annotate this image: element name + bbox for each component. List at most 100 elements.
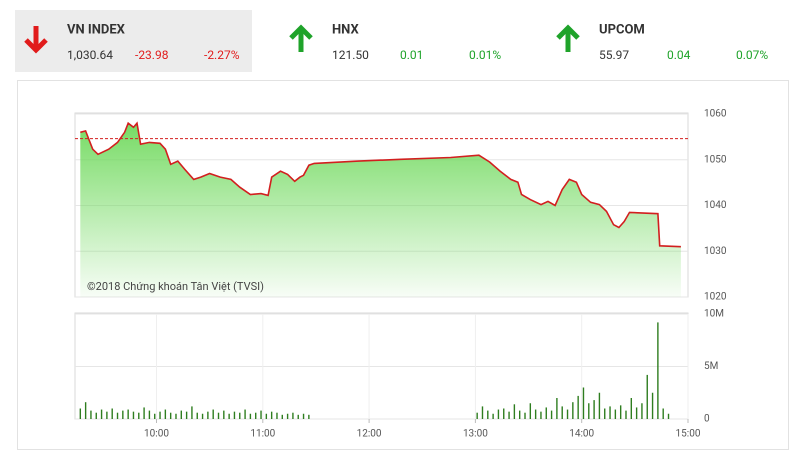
volume-bar bbox=[260, 410, 262, 419]
volume-bar bbox=[651, 392, 654, 419]
volume-bar bbox=[116, 412, 119, 419]
ticker-change: 0.04 bbox=[667, 48, 691, 62]
direction-arrow bbox=[289, 24, 313, 52]
volume-bar bbox=[217, 412, 220, 419]
volume-bar bbox=[635, 407, 638, 419]
x-tick-label: 14:00 bbox=[569, 429, 594, 440]
y-tick-label: 5M bbox=[704, 361, 718, 372]
volume-bar bbox=[255, 412, 257, 419]
x-tick-label: 15:00 bbox=[676, 429, 701, 440]
ticker-change-pct: -2.27% bbox=[204, 48, 240, 62]
volume-bar bbox=[513, 404, 516, 419]
volume-bar bbox=[588, 403, 590, 419]
volume-bar bbox=[111, 408, 113, 419]
volume-bar bbox=[84, 402, 87, 419]
volume-bar bbox=[534, 409, 537, 419]
x-tick-label: 13:00 bbox=[463, 429, 488, 440]
volume-bar bbox=[159, 411, 161, 419]
volume-bar bbox=[604, 408, 606, 419]
volume-bar bbox=[132, 411, 135, 419]
volume-bar bbox=[630, 398, 633, 419]
volume-bar bbox=[667, 413, 670, 419]
volume-bar bbox=[476, 412, 478, 419]
y-tick-label: 1050 bbox=[704, 154, 727, 165]
volume-bar bbox=[657, 322, 659, 419]
volume-bar bbox=[143, 407, 145, 419]
volume-bar bbox=[641, 403, 643, 419]
volume-bar bbox=[148, 410, 151, 419]
area bbox=[80, 123, 681, 297]
volume-bar bbox=[212, 409, 214, 419]
volume-bar bbox=[154, 413, 156, 419]
volume-bar bbox=[619, 405, 622, 419]
volume-bar bbox=[180, 410, 183, 419]
volume-bar bbox=[598, 392, 601, 419]
volume-bar bbox=[201, 413, 204, 419]
volume-bar bbox=[270, 411, 273, 419]
volume-bar bbox=[582, 387, 585, 419]
volume-bar bbox=[593, 400, 595, 419]
ticker-change: -23.98 bbox=[135, 48, 169, 62]
volume-bar bbox=[286, 413, 289, 419]
x-tick-label: 12:00 bbox=[357, 429, 382, 440]
volume-bar bbox=[481, 406, 484, 419]
volume-bar bbox=[244, 409, 246, 419]
ticker-change-pct: 0.07% bbox=[736, 48, 768, 62]
volume-bar bbox=[577, 395, 579, 419]
direction-arrow bbox=[24, 26, 48, 54]
volume-bar bbox=[503, 408, 505, 419]
volume-bar bbox=[191, 406, 193, 419]
volume-bar bbox=[95, 412, 97, 419]
volume-bar bbox=[249, 413, 252, 419]
volume-bar bbox=[540, 411, 542, 419]
volume-bar bbox=[164, 409, 167, 419]
volume-bar bbox=[550, 410, 553, 419]
volume-bar bbox=[572, 402, 574, 419]
ticker-name: UPCOM bbox=[599, 22, 645, 37]
volume-bar bbox=[297, 414, 299, 419]
volume-bar bbox=[138, 412, 140, 419]
y-tick-label: 1030 bbox=[704, 246, 727, 257]
direction-arrow bbox=[556, 24, 580, 52]
volume-bar bbox=[487, 410, 489, 419]
volume-bar bbox=[281, 414, 283, 419]
volume-bar bbox=[561, 406, 563, 419]
ticker-name: VN INDEX bbox=[67, 22, 126, 37]
volume-bar bbox=[223, 410, 225, 419]
ticker-name: HNX bbox=[332, 22, 359, 37]
volume-bar bbox=[614, 409, 617, 419]
volume-bar bbox=[662, 408, 664, 419]
active-ticker-bg bbox=[15, 10, 252, 72]
volume-bar bbox=[100, 409, 103, 419]
volume-bar bbox=[524, 412, 526, 419]
volume-bar bbox=[207, 411, 209, 419]
volume-bar bbox=[566, 409, 569, 419]
volume-bar bbox=[90, 410, 92, 419]
volume-bar bbox=[228, 413, 230, 419]
volume-bar bbox=[609, 406, 611, 419]
volume-bar bbox=[308, 414, 310, 419]
ticker-value: 1,030.64 bbox=[67, 48, 113, 62]
volume-bar bbox=[175, 413, 177, 419]
y-tick-label: 0 bbox=[704, 414, 710, 425]
volume-bar bbox=[529, 403, 532, 419]
volume-bar bbox=[122, 410, 124, 419]
y-tick-label: 1060 bbox=[704, 109, 727, 120]
volume-bar bbox=[292, 412, 294, 419]
volume-bar bbox=[508, 411, 510, 419]
y-tick-label: 1040 bbox=[704, 200, 727, 211]
volume-bar bbox=[169, 412, 172, 419]
ticker-change: 0.01 bbox=[400, 48, 423, 62]
watermark: ©2018 Chứng khoán Tân Việt (TVSI) bbox=[87, 280, 264, 293]
volume-bar bbox=[625, 410, 627, 419]
volume-bar bbox=[302, 413, 305, 419]
ticker-value: 55.97 bbox=[599, 48, 629, 62]
volume-bar bbox=[265, 413, 268, 419]
volume-bar bbox=[185, 411, 188, 419]
volume-bar bbox=[497, 409, 500, 419]
volume-bar bbox=[518, 410, 521, 419]
volume-bar bbox=[233, 411, 236, 419]
volume-bar bbox=[239, 412, 241, 419]
y-tick-label: 1020 bbox=[704, 292, 727, 303]
